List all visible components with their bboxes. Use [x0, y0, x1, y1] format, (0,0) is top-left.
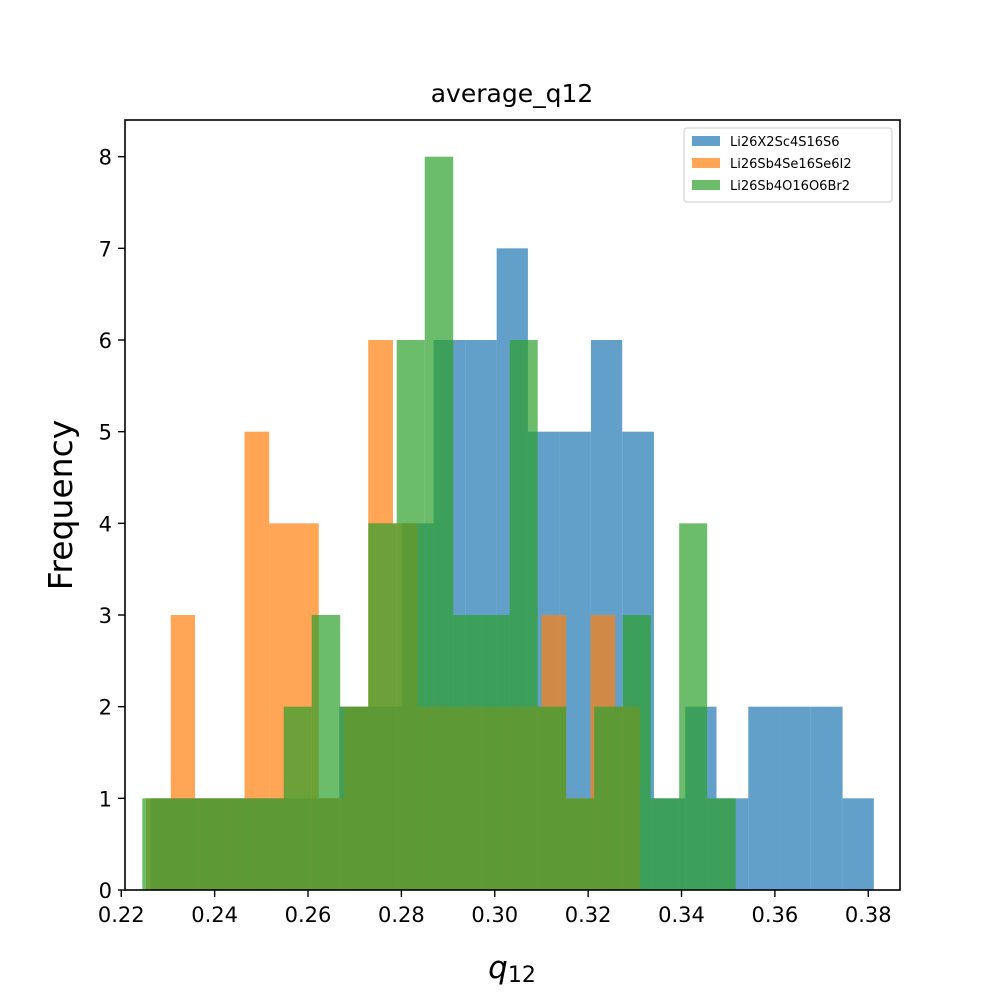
legend: Li26X2Sc4S16S6 Li26Sb4Se16Se6I2 Li26Sb4O16…	[683, 127, 893, 203]
x-axis-label: q12	[488, 950, 536, 988]
y-tick-label: 6	[99, 329, 112, 353]
y-tick-label: 0	[99, 879, 112, 903]
histogram-bar	[650, 798, 680, 890]
histogram-bar	[779, 706, 811, 890]
x-axis-label-base: q	[488, 950, 508, 986]
histogram-bar	[311, 615, 341, 890]
histogram-bar	[537, 706, 567, 890]
histogram-bar	[842, 798, 874, 890]
legend-swatch	[692, 158, 720, 168]
series-3-bars	[142, 156, 736, 891]
histogram-bar	[509, 340, 538, 890]
histogram-bar	[396, 340, 425, 890]
histogram-bar	[340, 706, 369, 890]
y-tick-label: 4	[99, 512, 112, 536]
x-tick-label: 0.32	[565, 903, 612, 927]
x-tick-label: 0.28	[378, 903, 425, 927]
histogram-bar	[707, 798, 736, 890]
y-tick-label: 1	[99, 787, 112, 811]
histogram-bar	[170, 798, 199, 890]
legend-box	[683, 127, 893, 203]
x-tick-label: 0.30	[471, 903, 518, 927]
x-axis-label-subscript: 12	[508, 963, 536, 988]
y-tick-label: 5	[99, 421, 112, 445]
x-tick-label: 0.38	[845, 903, 892, 927]
plot-frame	[124, 119, 901, 891]
histogram-bar	[566, 798, 595, 890]
y-tick-label: 3	[99, 604, 112, 628]
histogram-bar	[368, 523, 397, 890]
chart-title: average_q12	[431, 79, 594, 108]
histogram-bars	[142, 156, 874, 891]
histogram-bar	[453, 615, 482, 890]
histogram-bar	[810, 706, 843, 890]
y-axis-ticks: 0 1 2 3 4 5 6 7 8	[99, 146, 125, 903]
histogram-bar	[227, 798, 256, 890]
histogram-bar	[594, 706, 623, 890]
y-axis-label: Frequency	[41, 420, 80, 590]
x-axis-ticks: 0.22 0.24 0.26 0.28 0.30 0.32 0.34 0.36 0.38	[98, 890, 892, 927]
legend-label: Li26X2Sc4S16S6	[730, 135, 840, 150]
legend-label: Li26Sb4O16O6Br2	[730, 179, 850, 194]
y-tick-label: 2	[99, 696, 112, 720]
histogram-bar	[255, 798, 284, 890]
histogram-bar	[424, 156, 454, 891]
x-tick-label: 0.34	[658, 903, 705, 927]
histogram-bar	[283, 706, 312, 890]
histogram-bar	[748, 706, 780, 890]
x-tick-label: 0.22	[98, 903, 145, 927]
histogram-bar	[198, 798, 228, 890]
x-tick-label: 0.24	[191, 903, 238, 927]
legend-swatch	[692, 136, 720, 146]
x-tick-label: 0.36	[751, 903, 798, 927]
histogram-bar	[142, 798, 171, 890]
legend-swatch	[692, 180, 720, 190]
histogram-bar	[481, 615, 510, 890]
y-tick-label: 8	[99, 146, 112, 170]
histogram-bar	[622, 615, 651, 890]
legend-label: Li26Sb4Se16Se6I2	[730, 157, 852, 172]
y-tick-label: 7	[99, 237, 112, 261]
histogram-bar	[679, 523, 708, 890]
x-tick-label: 0.26	[285, 903, 332, 927]
